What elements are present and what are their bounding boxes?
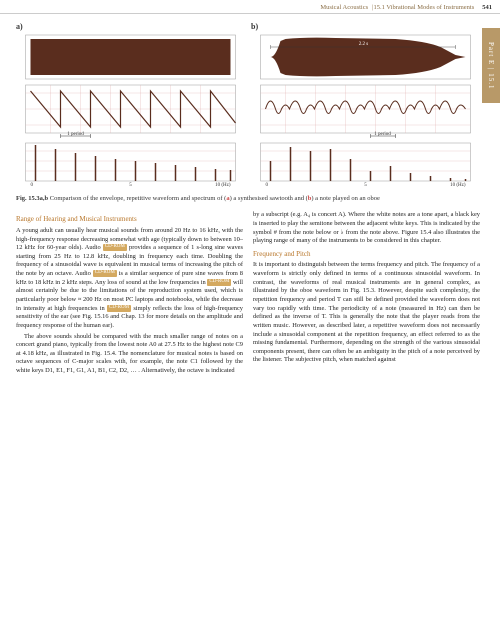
fig-b-label: b) xyxy=(251,22,480,31)
svg-text:0: 0 xyxy=(31,183,34,187)
caption-fignum: Fig. 15.3a,b xyxy=(16,195,48,202)
side-tab-label: Part E | 15.1 xyxy=(487,42,495,89)
svg-text:10 (Hz): 10 (Hz) xyxy=(215,183,231,187)
figure-a: a) 1 period xyxy=(16,22,245,187)
figure-area: a) 1 period xyxy=(0,14,500,191)
header-section: Musical Acoustics xyxy=(320,4,368,11)
svg-text:5: 5 xyxy=(129,183,132,187)
body-columns: Range of Hearing and Musical Instruments… xyxy=(0,209,500,385)
fig-a-label: a) xyxy=(16,22,245,31)
cdrom-icon: CD-ROM xyxy=(107,305,131,312)
col1-p2: The above sounds should be compared with… xyxy=(16,333,243,376)
side-tab: Part E | 15.1 xyxy=(482,28,500,103)
header-subsection: 15.1 Vibrational Modes of Instruments xyxy=(373,4,474,11)
caption-text-3: ) a note played on an oboe xyxy=(311,195,380,202)
waveform-b: 1 period xyxy=(251,83,480,139)
caption-text-2: ) a synthesised sawtooth and ( xyxy=(230,195,308,202)
page-number: 541 xyxy=(482,4,492,11)
cdrom-icon: CD-ROM xyxy=(93,270,117,277)
waveform-a: 1 period xyxy=(16,83,245,139)
subhead-freq: Frequency and Pitch xyxy=(253,250,480,259)
svg-text:5: 5 xyxy=(364,183,367,187)
spectrum-b: 0 5 10 (Hz) xyxy=(251,141,480,187)
figure-b: b) 2.2 s xyxy=(251,22,480,187)
svg-text:2.2 s: 2.2 s xyxy=(359,42,369,47)
envelope-b: 2.2 s xyxy=(251,33,480,81)
column-left: Range of Hearing and Musical Instruments… xyxy=(16,211,243,377)
figure-caption: Fig. 15.3a,b Comparison of the envelope,… xyxy=(0,191,500,209)
col2-p2: It is important to distinguish between t… xyxy=(253,261,480,365)
page-header: Musical Acoustics | 15.1 Vibrational Mod… xyxy=(0,0,500,14)
col2-p1: by a subscript (e.g. A₄ is concert A). W… xyxy=(253,211,480,246)
envelope-a xyxy=(16,33,245,81)
svg-text:0: 0 xyxy=(266,183,269,187)
col1-p1: A young adult can usually hear musical s… xyxy=(16,227,243,331)
caption-text-1: Comparison of the envelope, repetitive w… xyxy=(48,195,226,202)
svg-text:1 period: 1 period xyxy=(374,132,391,137)
svg-text:10 (Hz): 10 (Hz) xyxy=(450,183,466,187)
svg-text:1 period: 1 period xyxy=(67,132,84,137)
cdrom-icon: CD-ROM xyxy=(207,279,231,286)
cdrom-icon: CD-ROM xyxy=(103,244,127,251)
spectrum-a: 0 5 10 (Hz) xyxy=(16,141,245,187)
column-right: by a subscript (e.g. A₄ is concert A). W… xyxy=(253,211,480,377)
subhead-range: Range of Hearing and Musical Instruments xyxy=(16,215,243,224)
